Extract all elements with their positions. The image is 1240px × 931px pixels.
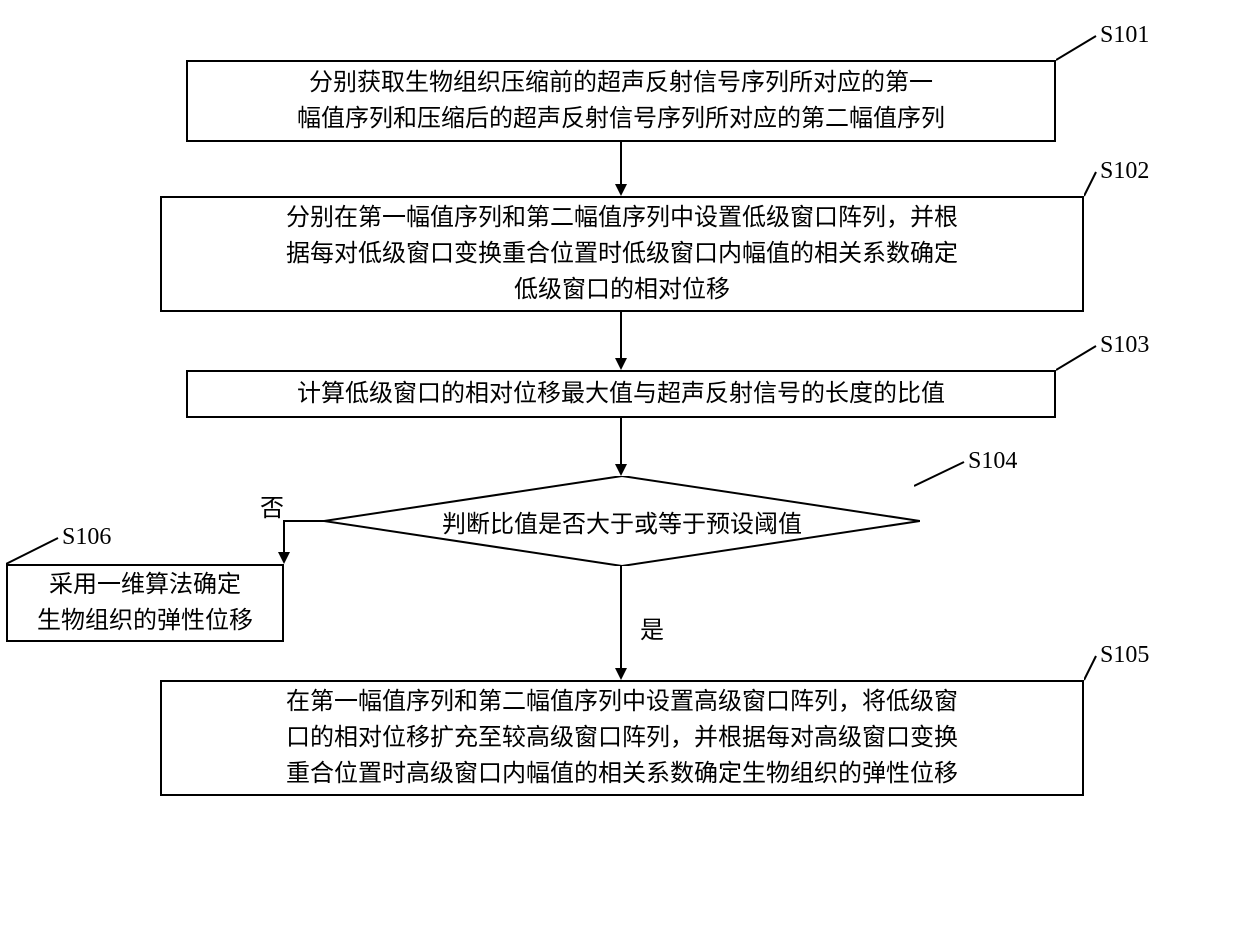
step-s106-text: 采用一维算法确定生物组织的弹性位移 bbox=[37, 567, 253, 639]
step-s104-text: 判断比值是否大于或等于预设阈值 bbox=[324, 476, 920, 566]
arrow-head-s104-s105 bbox=[615, 668, 627, 680]
s106-label-line bbox=[6, 534, 60, 566]
step-s102-text: 分别在第一幅值序列和第二幅值序列中设置低级窗口阵列，并根据每对低级窗口变换重合位… bbox=[286, 200, 958, 308]
arrow-s102-s103 bbox=[620, 312, 622, 358]
s104-label-line bbox=[914, 458, 968, 488]
step-s102-label: S102 bbox=[1100, 158, 1149, 185]
step-s103-text: 计算低级窗口的相对位移最大值与超声反射信号的长度的比值 bbox=[297, 376, 945, 412]
arrow-s104-s105 bbox=[620, 566, 622, 668]
step-s103: 计算低级窗口的相对位移最大值与超声反射信号的长度的比值 bbox=[186, 370, 1056, 418]
step-s106-label: S106 bbox=[62, 524, 111, 551]
arrow-s104-s106-v bbox=[283, 520, 285, 552]
flowchart-container: 分别获取生物组织压缩前的超声反射信号序列所对应的第一幅值序列和压缩后的超声反射信… bbox=[0, 0, 1240, 931]
step-s105-text: 在第一幅值序列和第二幅值序列中设置高级窗口阵列，将低级窗口的相对位移扩充至较高级… bbox=[286, 684, 958, 792]
no-label: 否 bbox=[260, 488, 284, 523]
arrow-head-s103-s104 bbox=[615, 464, 627, 476]
step-s105-label: S105 bbox=[1100, 642, 1149, 669]
step-s103-label: S103 bbox=[1100, 332, 1149, 359]
arrow-head-s102-s103 bbox=[615, 358, 627, 370]
arrow-head-s104-s106 bbox=[278, 552, 290, 564]
step-s101: 分别获取生物组织压缩前的超声反射信号序列所对应的第一幅值序列和压缩后的超声反射信… bbox=[186, 60, 1056, 142]
step-s101-label: S101 bbox=[1100, 22, 1149, 49]
step-s104-label: S104 bbox=[968, 448, 1017, 475]
step-s104: 判断比值是否大于或等于预设阈值 bbox=[324, 476, 920, 566]
arrow-head-s101-s102 bbox=[615, 184, 627, 196]
arrow-s103-s104 bbox=[620, 418, 622, 464]
s103-label-line bbox=[1056, 342, 1100, 372]
s102-label-line bbox=[1084, 168, 1100, 198]
step-s105: 在第一幅值序列和第二幅值序列中设置高级窗口阵列，将低级窗口的相对位移扩充至较高级… bbox=[160, 680, 1084, 796]
arrow-s101-s102 bbox=[620, 142, 622, 184]
s105-label-line bbox=[1084, 652, 1100, 682]
step-s102: 分别在第一幅值序列和第二幅值序列中设置低级窗口阵列，并根据每对低级窗口变换重合位… bbox=[160, 196, 1084, 312]
yes-label: 是 bbox=[640, 610, 664, 645]
s101-label-line bbox=[1056, 32, 1100, 62]
step-s101-text: 分别获取生物组织压缩前的超声反射信号序列所对应的第一幅值序列和压缩后的超声反射信… bbox=[297, 65, 945, 137]
step-s106: 采用一维算法确定生物组织的弹性位移 bbox=[6, 564, 284, 642]
arrow-s104-s106-h bbox=[284, 520, 324, 522]
